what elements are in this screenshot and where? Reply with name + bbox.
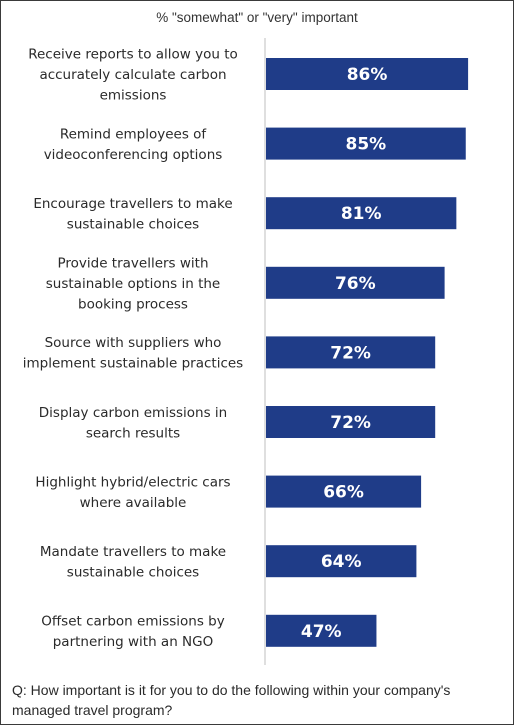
bar: [266, 545, 417, 578]
category-label: Encourage travellers to make sustainable …: [33, 196, 232, 233]
bar-value-label: 72%: [330, 343, 371, 363]
bar-value-label: 66%: [323, 483, 364, 503]
category-label: Highlight hybrid/electric cars where avai…: [35, 474, 230, 511]
bar: [266, 266, 445, 299]
survey-question: Q: How important is it for you to do the…: [12, 682, 451, 718]
bar: [266, 336, 436, 369]
bar-value-label: 76%: [335, 274, 376, 294]
bar-value-label: 72%: [330, 413, 371, 433]
bar-value-label: 86%: [347, 65, 388, 85]
bar-value-label: 81%: [341, 204, 382, 224]
bar: [266, 58, 469, 90]
bar: [266, 197, 457, 230]
bar-value-label: 64%: [321, 552, 362, 572]
category-label: Display carbon emissions in search result…: [39, 405, 227, 442]
bar: [266, 475, 422, 508]
category-label: Offset carbon emissions by partnering wit…: [41, 614, 225, 651]
bar: [266, 614, 377, 647]
category-label: Provide travellers with sustainable optio…: [46, 255, 220, 312]
category-label: Receive reports to allow you to accuratel…: [28, 47, 238, 104]
bar: [266, 127, 466, 160]
bar: [266, 406, 436, 438]
bar-value-label: 47%: [301, 622, 342, 642]
bar-value-label: 85%: [346, 135, 387, 155]
category-label: Source with suppliers who implement susta…: [23, 335, 243, 372]
chart-subtitle: % "somewhat" or "very" important: [156, 10, 358, 25]
category-label: Mandate travellers to make sustainable ch…: [40, 544, 226, 581]
category-label: Remind employees of videoconferencing opt…: [44, 126, 223, 163]
